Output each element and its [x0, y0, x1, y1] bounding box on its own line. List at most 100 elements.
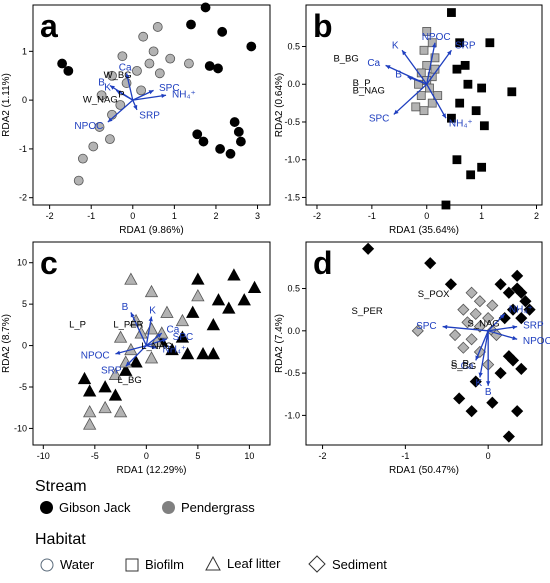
data-point [466, 170, 476, 180]
y-tick-label: -2 [19, 193, 27, 203]
data-point [175, 330, 190, 343]
data-point [477, 83, 487, 93]
vector-arrowhead [133, 104, 138, 110]
data-point [138, 31, 149, 42]
centroid-label: L_P [69, 319, 86, 330]
vector-label: NPOC [422, 32, 451, 43]
vector-arrowhead [431, 42, 437, 48]
data-point [73, 175, 84, 186]
x-axis-label: RDA1 (50.47%) [389, 465, 459, 476]
data-point [411, 324, 424, 337]
panel-letter: a [40, 8, 58, 44]
data-point [511, 405, 524, 418]
data-point [465, 333, 478, 346]
data-point [77, 371, 92, 385]
data-point [427, 98, 437, 108]
vector-label: Ca [367, 58, 380, 69]
vector-arrowhead [125, 361, 131, 367]
centroid-label: W_NAG [83, 95, 118, 106]
vector-arrow [488, 325, 518, 332]
data-point [206, 318, 220, 331]
data-point [455, 38, 465, 48]
x-tick-label: -5 [91, 451, 99, 461]
centroid-label: S_P [451, 358, 469, 369]
data-point [108, 367, 123, 380]
data-point [94, 122, 105, 132]
legend-label-biofilm: Biofilm [145, 557, 185, 572]
data-point [154, 68, 165, 79]
y-axis-label: RDA2 (1.11%) [1, 73, 12, 137]
y-axis-label: RDA2 (0.64%) [274, 73, 285, 137]
data-point [515, 312, 528, 325]
data-point [211, 293, 226, 306]
x-tick-label: 0 [486, 451, 491, 461]
data-point [448, 328, 462, 342]
vector-label: B [395, 70, 402, 81]
data-point [63, 65, 74, 76]
x-axis-label: RDA1 (9.86%) [119, 225, 183, 236]
data-point [98, 400, 112, 414]
data-point [165, 342, 179, 356]
data-point [200, 2, 211, 13]
y-tick-label: -5 [19, 382, 27, 392]
data-point [191, 272, 205, 285]
vector-label: K [104, 82, 111, 93]
vector-label: SRP [455, 40, 476, 51]
legend-item-biofilm: Biofilm [125, 557, 184, 572]
data-point [175, 313, 190, 327]
data-point [460, 60, 470, 70]
vector-arrow [479, 330, 489, 378]
data-point [486, 396, 499, 409]
centroid-label: S_PER [352, 306, 383, 317]
x-tick-label: -2 [319, 451, 327, 461]
centroid-label: W_BG [104, 70, 132, 81]
data-point [457, 341, 470, 354]
data-point [422, 27, 432, 36]
vector-arrowhead [116, 90, 122, 95]
panel-letter: c [40, 245, 58, 281]
x-tick-label: 2 [213, 211, 218, 221]
vector-label: Ca [166, 324, 179, 335]
data-point [452, 155, 462, 165]
data-point [473, 295, 486, 308]
data-point [144, 284, 159, 298]
legend-item-sediment: Sediment [308, 555, 387, 573]
data-point [108, 388, 123, 401]
vector-arrow [426, 49, 452, 85]
data-point [119, 363, 133, 376]
data-point [485, 38, 495, 48]
data-point [229, 117, 240, 127]
data-point [217, 26, 228, 37]
data-point [235, 136, 246, 147]
vector-label: K [392, 40, 399, 51]
data-point [105, 134, 115, 145]
data-point [184, 58, 194, 69]
data-point [124, 272, 138, 285]
data-point [482, 312, 495, 325]
centroid-label: L_BG [117, 375, 141, 386]
vector-label: B [122, 302, 129, 313]
vector-arrowhead [107, 117, 113, 123]
data-point [507, 87, 517, 97]
data-point [519, 295, 532, 308]
y-tick-label: 0 [22, 95, 27, 105]
vector-arrowhead [115, 350, 121, 355]
vector-label: NH₄⁺ [449, 118, 473, 129]
y-tick-label: 5 [22, 299, 27, 309]
vector-label: NPOC [74, 121, 103, 132]
vector-label: NH₄⁺ [162, 344, 186, 355]
y-tick-label: -1.0 [284, 410, 300, 420]
panel-b: -2 -1 0 1 2 -1.5 -1.0 -0.5 0.0 0.5 RDA1 (35.64%) RD… [274, 4, 543, 236]
vector-arrowhead [162, 338, 167, 343]
diamond-symbol-icon [308, 555, 326, 573]
data-point [246, 41, 257, 52]
data-point [441, 200, 451, 210]
vector-label: SPC [369, 113, 390, 124]
data-point [419, 45, 429, 55]
data-point [132, 65, 142, 76]
vector-arrowhead [447, 50, 452, 56]
vector-arrowhead [478, 372, 483, 378]
vector-arrowhead [500, 313, 505, 319]
data-point [136, 85, 147, 96]
panel-letter: b [313, 8, 333, 44]
